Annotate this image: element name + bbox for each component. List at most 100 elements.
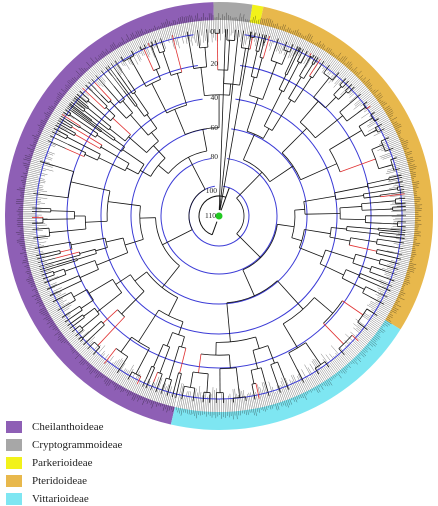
branch-arc	[243, 224, 277, 270]
branch-stem	[187, 32, 193, 69]
branch-stem	[380, 194, 390, 195]
branch-stem	[340, 159, 375, 172]
branch-stem	[330, 130, 362, 149]
age-tick-label: 40	[211, 93, 219, 102]
branch-stem	[99, 158, 126, 171]
branch-stem	[71, 111, 100, 132]
branch-arc	[116, 348, 128, 356]
branch-arc	[140, 206, 144, 240]
branch-stem	[305, 213, 340, 214]
branch-stem	[62, 306, 80, 317]
branch-arc	[271, 60, 282, 64]
branch-stem	[256, 33, 260, 50]
branch-stem	[256, 337, 260, 349]
branch-stem	[175, 109, 185, 134]
branch-arc	[300, 122, 315, 138]
legend-item-cryptogrammoideae: Cryptogrammoideae	[6, 438, 122, 452]
branch-arc	[100, 145, 102, 148]
branch-stem	[42, 271, 53, 275]
branch-stem	[207, 29, 208, 47]
branch-stem	[389, 177, 402, 180]
branch-arc	[372, 150, 379, 169]
branch-stem	[122, 291, 144, 314]
branch-stem	[347, 231, 380, 235]
branch-stem	[33, 193, 68, 197]
branch-stem	[346, 270, 360, 276]
branch-stem	[263, 129, 269, 139]
branch-stem	[44, 275, 66, 283]
branch-stem	[207, 374, 208, 393]
branch-arc	[288, 99, 294, 103]
branch-arc	[125, 163, 129, 170]
branch-stem	[367, 179, 389, 184]
branch-stem	[366, 287, 377, 292]
branch-arc	[252, 383, 256, 384]
branch-stem	[205, 47, 207, 67]
branch-stem	[190, 372, 193, 387]
branch-stem	[257, 58, 262, 78]
branch-stem	[93, 347, 100, 354]
branch-stem	[349, 245, 377, 251]
branch-stem	[243, 134, 254, 160]
branch-stem	[32, 208, 51, 209]
branch-stem	[56, 252, 80, 258]
branch-arc	[168, 151, 207, 174]
branch-stem	[152, 83, 167, 113]
branch-stem	[376, 244, 394, 247]
branch-stem	[237, 172, 262, 198]
branch-arc	[79, 276, 81, 281]
legend-item-vittarioideae: Vittarioideae	[6, 492, 89, 506]
legend-label: Vittarioideae	[32, 493, 89, 505]
branch-stem	[121, 337, 132, 352]
branch-arc	[105, 238, 107, 247]
branch-stem	[234, 30, 235, 41]
legend-item-cheilanthoideae: Cheilanthoideae	[6, 420, 103, 434]
branch-stem	[396, 203, 406, 204]
branch-arc	[201, 354, 229, 355]
clade-arc-vittarioideae	[171, 320, 401, 430]
branch-stem	[74, 290, 87, 297]
branch-stem	[136, 106, 144, 117]
branch-arc	[349, 238, 350, 245]
branch-stem	[106, 238, 123, 242]
branch-stem	[230, 84, 231, 95]
branch-stem	[89, 279, 112, 293]
branch-stem	[40, 161, 74, 171]
branch-stem	[182, 337, 185, 347]
branch-arc	[85, 216, 86, 229]
branch-stem	[182, 386, 185, 399]
branch-stem	[210, 393, 211, 403]
branch-stem	[306, 343, 321, 365]
branch-stem	[253, 350, 258, 368]
branch-stem	[113, 118, 131, 134]
branch-stem	[351, 238, 377, 242]
branch-arc	[237, 198, 244, 234]
branch-stem	[229, 355, 230, 369]
branch-arc	[330, 150, 341, 172]
branch-stem	[299, 56, 310, 76]
branch-stem	[144, 49, 154, 71]
branch-stem	[156, 69, 160, 79]
legend-item-parkerioideae: Parkerioideae	[6, 456, 92, 470]
legend-swatch	[6, 493, 22, 505]
branch-stem	[32, 228, 49, 229]
branch-arc	[147, 272, 178, 298]
branch-stem	[162, 230, 192, 245]
branch-stem	[130, 58, 146, 87]
branch-stem	[336, 195, 364, 199]
branch-arc	[147, 141, 159, 152]
branch-stem	[360, 274, 386, 284]
legend-swatch	[6, 457, 22, 469]
branch-stem	[347, 107, 366, 121]
branch-arc	[79, 252, 80, 255]
branch-stem	[172, 35, 182, 72]
branch-stem	[97, 293, 121, 312]
branch-stem	[80, 249, 96, 253]
branch-stem	[88, 82, 100, 95]
branch-arc	[260, 57, 263, 58]
branch-stem	[54, 269, 64, 273]
branch-stem	[331, 227, 346, 229]
branch-stem	[295, 209, 305, 210]
branch-stem	[114, 139, 124, 146]
branch-stem	[161, 38, 165, 51]
